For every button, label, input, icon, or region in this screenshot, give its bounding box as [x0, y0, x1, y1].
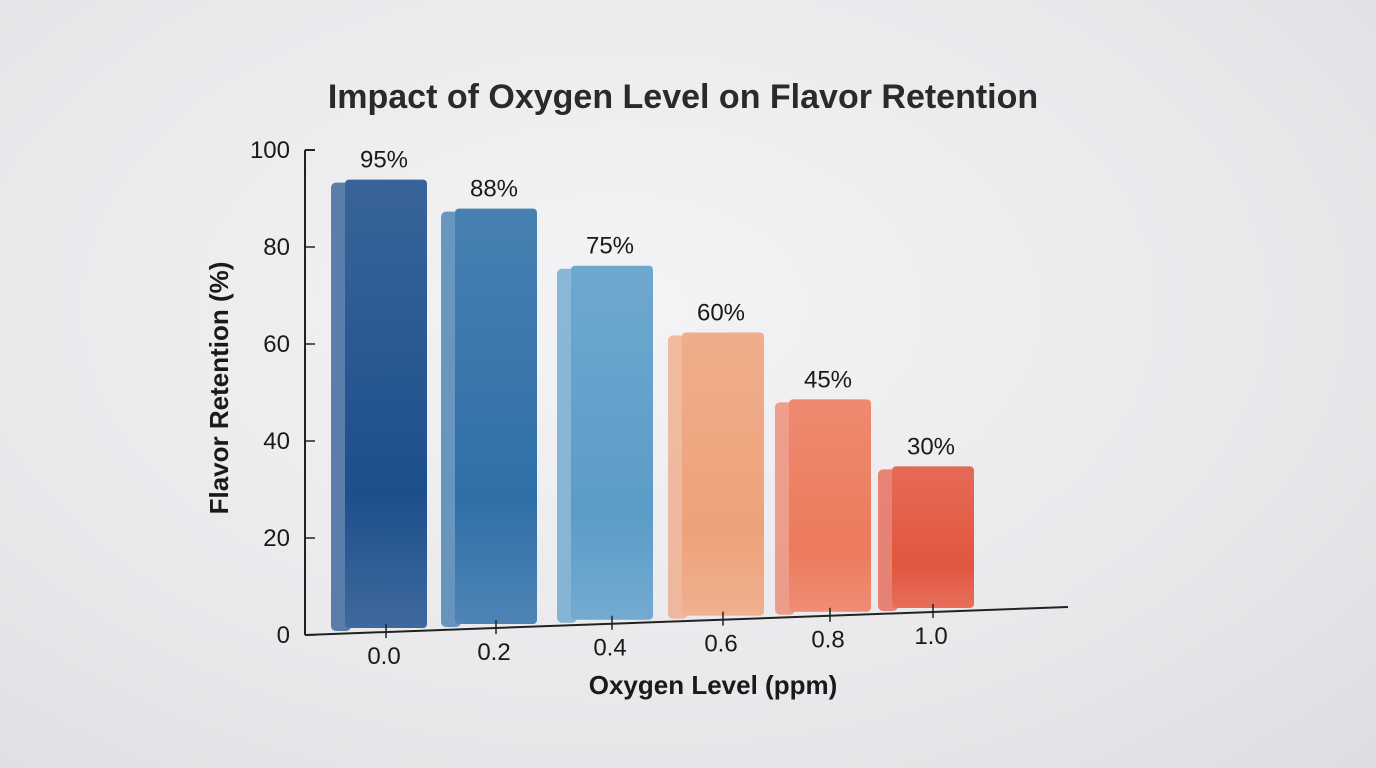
bar-highlight: [345, 179, 427, 629]
data-label: 95%: [360, 147, 408, 174]
bar-0.0: 95% 0.0: [331, 147, 427, 670]
y-tick-label: 100: [250, 137, 290, 164]
x-tick-label: 0.0: [367, 643, 400, 670]
bar-0.8: 45% 0.8: [775, 366, 871, 654]
y-tick-label: 80: [263, 234, 290, 261]
chart-title: Impact of Oxygen Level on Flavor Retenti…: [328, 78, 1038, 116]
bar-highlight: [455, 208, 537, 624]
data-label: 60%: [697, 299, 745, 326]
x-tick-label: 0.2: [477, 639, 510, 666]
data-label: 45%: [804, 366, 852, 393]
bar-0.6: 60% 0.6: [668, 299, 764, 658]
y-tick-label: 20: [263, 525, 290, 552]
data-label: 88%: [470, 176, 518, 203]
x-tick-label: 0.6: [704, 631, 737, 658]
bar-0.4: 75% 0.4: [557, 233, 653, 662]
data-label: 30%: [907, 433, 955, 460]
bar-highlight: [892, 466, 974, 608]
x-tick-label: 0.8: [811, 627, 844, 654]
data-label: 75%: [586, 233, 634, 260]
x-tick-label: 1.0: [914, 623, 947, 650]
y-tick-label: 60: [263, 331, 290, 358]
y-tick-label: 0: [277, 622, 290, 649]
y-tick-label: 40: [263, 428, 290, 455]
bar-1.0: 30% 1.0: [878, 433, 974, 650]
bar-highlight: [571, 265, 653, 620]
bar-highlight: [789, 399, 871, 612]
x-axis-line: [304, 606, 1069, 636]
x-tick-label: 0.4: [593, 635, 626, 662]
bar-0.2: 88% 0.2: [441, 176, 537, 666]
y-axis-label: Flavor Retention (%): [204, 262, 234, 515]
bar-highlight: [682, 332, 764, 616]
x-axis-label: Oxygen Level (ppm): [589, 670, 838, 700]
